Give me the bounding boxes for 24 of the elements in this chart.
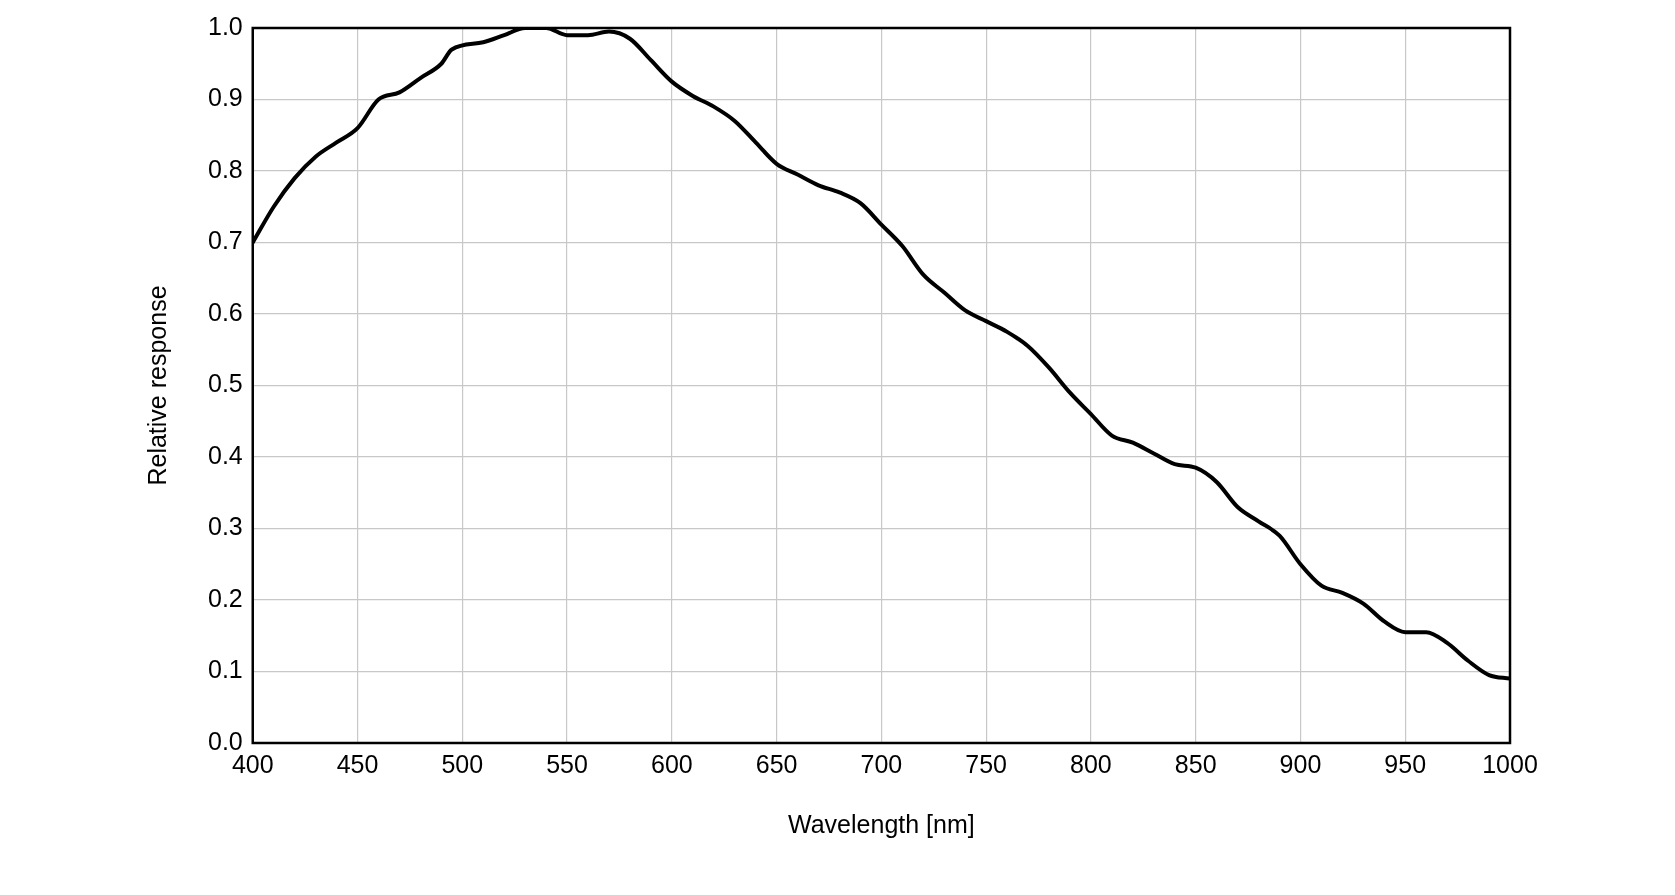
y-tick-label: 0.4 bbox=[207, 440, 243, 469]
y-tick-label: 0.3 bbox=[207, 512, 243, 541]
x-tick-label: 850 bbox=[1174, 749, 1217, 778]
x-tick-label: 800 bbox=[1070, 749, 1112, 778]
y-tick-label: 0.1 bbox=[207, 655, 243, 684]
x-tick-label: 600 bbox=[650, 749, 693, 778]
y-tick-label: 0.6 bbox=[207, 297, 243, 326]
x-tick-label: 550 bbox=[546, 749, 588, 778]
y-tick-label: 0.7 bbox=[207, 226, 243, 255]
y-tick-label: 0.2 bbox=[207, 583, 243, 612]
x-tick-label: 500 bbox=[441, 749, 484, 778]
x-tick-label: 700 bbox=[860, 749, 903, 778]
y-tick-label: 0.9 bbox=[207, 83, 243, 112]
x-tick-label: 950 bbox=[1384, 749, 1427, 778]
y-tick-label: 0.5 bbox=[207, 369, 243, 398]
y-tick-label: 1.0 bbox=[207, 11, 243, 40]
x-axis-title: Wavelength [nm] bbox=[788, 809, 975, 838]
y-axis-title: Relative response bbox=[142, 285, 171, 486]
x-tick-label: 750 bbox=[965, 749, 1008, 778]
x-tick-label: 650 bbox=[755, 749, 798, 778]
x-tick-label: 900 bbox=[1279, 749, 1322, 778]
x-tick-label: 1000 bbox=[1482, 749, 1538, 778]
x-tick-label: 450 bbox=[336, 749, 379, 778]
y-tick-label: 0.8 bbox=[207, 154, 243, 183]
